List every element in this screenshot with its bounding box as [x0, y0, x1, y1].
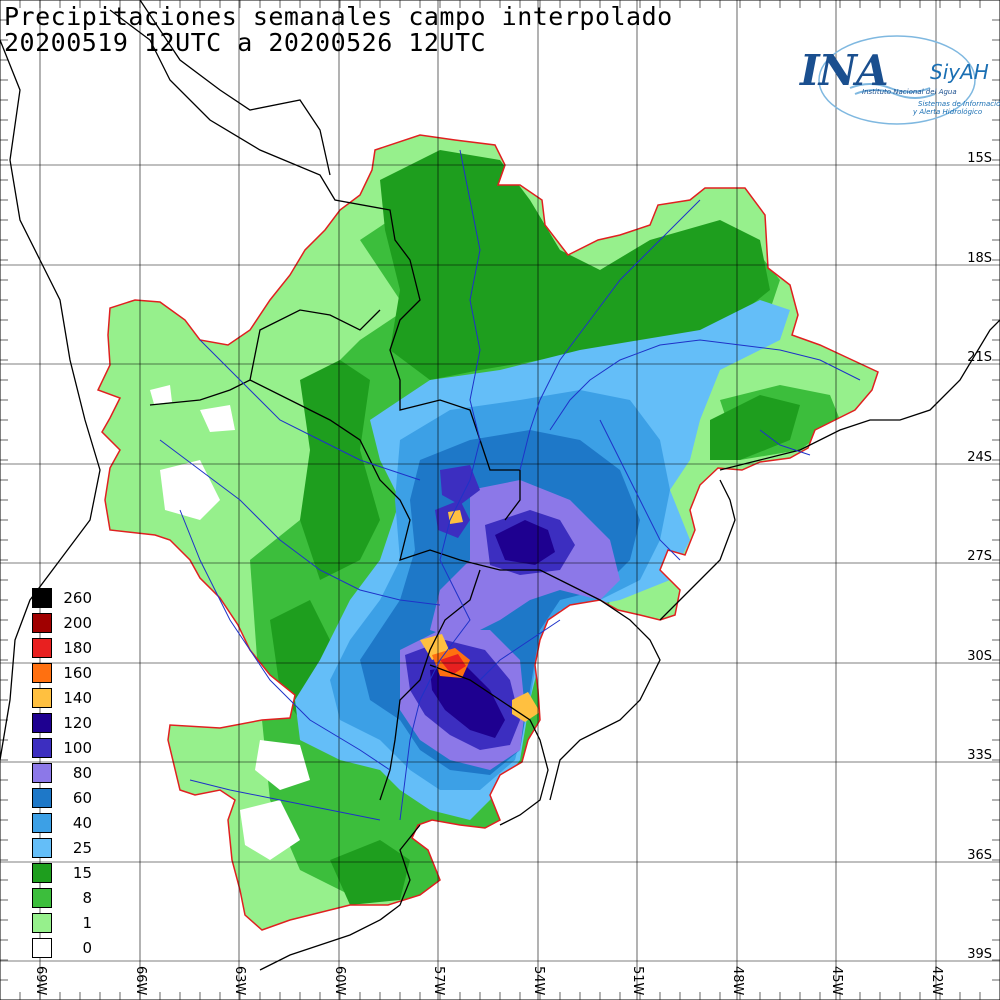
logo-subtitle: Instituto Nacional del Agua [862, 88, 957, 96]
longitude-label: 54W [531, 966, 546, 996]
legend-item: 200 [32, 610, 92, 635]
legend-item: 120 [32, 710, 92, 735]
legend-item: 1 [32, 910, 92, 935]
legend-label: 120 [63, 713, 92, 732]
logo-ina-text: INA [800, 46, 889, 95]
legend-item: 0 [32, 935, 92, 960]
latitude-label: 33S [967, 748, 992, 763]
latitude-label: 21S [967, 350, 992, 365]
logo-siyah-text: SiyAH [930, 60, 989, 84]
longitude-label: 48W [730, 966, 745, 996]
country-borders [0, 0, 1000, 971]
longitude-label: 51W [630, 966, 645, 996]
latitude-label: 18S [967, 251, 992, 266]
legend-label: 8 [82, 888, 92, 907]
latitude-label: 36S [967, 848, 992, 863]
legend-label: 160 [63, 663, 92, 682]
legend-item: 80 [32, 760, 92, 785]
latitude-label: 27S [967, 549, 992, 564]
legend-item: 160 [32, 660, 92, 685]
legend-label: 100 [63, 738, 92, 757]
longitude-label: 42W [929, 966, 944, 996]
legend-swatch [32, 662, 52, 683]
map-title: Precipitaciones semanales campo interpol… [4, 2, 673, 31]
legend-swatch [32, 737, 52, 758]
legend-label: 40 [72, 813, 92, 832]
longitude-label: 57W [431, 966, 446, 996]
legend-label: 15 [72, 863, 92, 882]
logo-tagline-1: Sistemas de Información [918, 100, 1000, 108]
longitude-label: 60W [332, 966, 347, 996]
legend-item: 140 [32, 685, 92, 710]
legend-item: 40 [32, 810, 92, 835]
legend-swatch [32, 762, 52, 783]
legend-swatch [32, 712, 52, 733]
latitude-label: 30S [967, 649, 992, 664]
latitude-label: 39S [967, 947, 992, 962]
longitude-label: 45W [829, 966, 844, 996]
legend-label: 180 [63, 638, 92, 657]
legend-swatch [32, 687, 52, 708]
legend-swatch [32, 637, 52, 658]
legend-swatch [32, 837, 52, 858]
legend-label: 25 [72, 838, 92, 857]
legend-label: 60 [72, 788, 92, 807]
legend-swatch [32, 937, 52, 958]
logo-tagline-2: y Alerta Hidrológico [913, 108, 983, 116]
longitude-label: 69W [33, 966, 48, 996]
latitude-label: 15S [967, 151, 992, 166]
legend-label: 260 [63, 588, 92, 607]
legend-item: 15 [32, 860, 92, 885]
longitude-label: 63W [232, 966, 247, 996]
legend-swatch [32, 887, 52, 908]
precipitation-legend: 260 200 180 160 140 120 100 80 60 40 25 15 8 1 0 [32, 585, 92, 960]
legend-item: 25 [32, 835, 92, 860]
legend-label: 80 [72, 763, 92, 782]
map-period: 20200519 12UTC a 20200526 12UTC [4, 28, 487, 57]
legend-label: 200 [63, 613, 92, 632]
legend-label: 140 [63, 688, 92, 707]
ina-siyah-logo [818, 35, 976, 125]
legend-swatch [32, 912, 52, 933]
legend-item: 260 [32, 585, 92, 610]
legend-swatch [32, 787, 52, 808]
latitude-label: 24S [967, 450, 992, 465]
legend-swatch [32, 612, 52, 633]
rivers [159, 149, 861, 821]
legend-item: 180 [32, 635, 92, 660]
legend-swatch [32, 587, 52, 608]
legend-swatch [32, 812, 52, 833]
legend-swatch [32, 862, 52, 883]
legend-item: 60 [32, 785, 92, 810]
legend-item: 8 [32, 885, 92, 910]
legend-label: 1 [82, 913, 92, 932]
legend-item: 100 [32, 735, 92, 760]
longitude-label: 66W [133, 966, 148, 996]
legend-label: 0 [82, 938, 92, 957]
